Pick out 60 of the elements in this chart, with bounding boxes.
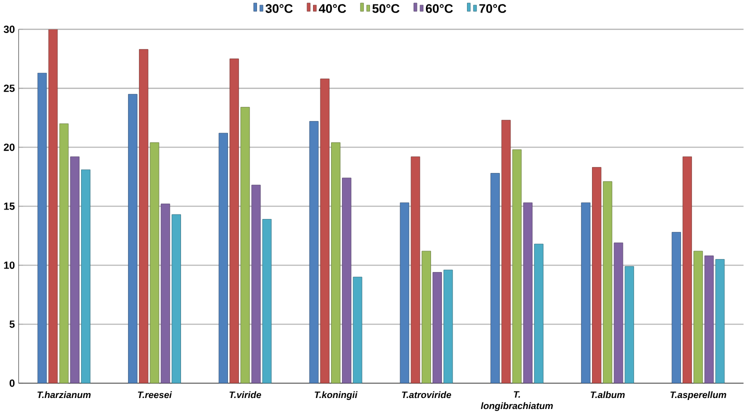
bar [70, 156, 80, 383]
bar [512, 149, 522, 383]
x-tick-label: T.viride [230, 391, 262, 398]
bar [602, 181, 612, 383]
bar [48, 29, 58, 383]
bar [534, 244, 544, 383]
legend-label: 70°C [479, 4, 506, 13]
bar [172, 214, 181, 383]
bar [139, 48, 148, 383]
bar [230, 58, 239, 383]
x-tick-label: T.asperellum [670, 391, 726, 400]
bar [410, 156, 420, 383]
y-tick-label: 25 [4, 84, 15, 92]
legend-label: 60°C [426, 4, 453, 13]
y-tick-label: 5 [10, 320, 15, 328]
bar [251, 184, 261, 383]
bar [490, 172, 500, 383]
bar [624, 266, 634, 383]
bar [432, 272, 442, 383]
x-tick-label: T.album [590, 391, 625, 398]
bar [694, 250, 703, 383]
bar [614, 242, 624, 383]
bar [160, 203, 170, 383]
y-tick-label: 15 [4, 202, 15, 210]
bar [320, 78, 330, 383]
bar [672, 232, 682, 383]
bar [150, 142, 160, 383]
bar [444, 270, 453, 383]
x-tick-label: T.koningii [314, 391, 358, 400]
bar [218, 132, 228, 383]
y-tick-label: 10 [4, 261, 15, 269]
bar [331, 142, 340, 383]
bar [715, 258, 725, 383]
x-tick-label: T.atroviride [402, 391, 452, 398]
x-tick-label: T.harzianum [38, 391, 91, 398]
bar [704, 255, 714, 383]
y-tick-label: 20 [4, 143, 15, 151]
bar [682, 156, 692, 383]
x-tick-label: T.reesei [138, 391, 172, 398]
legend-label: 30°C [266, 4, 293, 13]
bar [592, 166, 602, 383]
bar [523, 202, 532, 383]
y-tick-label: 30 [4, 25, 15, 33]
legend-label: 40°C [318, 4, 346, 13]
bar [309, 120, 319, 383]
bar [501, 120, 511, 383]
bar [352, 276, 362, 383]
bar [81, 169, 90, 383]
bar [342, 178, 352, 383]
bar [240, 106, 250, 383]
bar [59, 123, 69, 383]
bar [262, 218, 272, 383]
bar [38, 72, 47, 383]
bar [581, 202, 590, 383]
bar [422, 250, 431, 383]
bar [128, 94, 138, 383]
x-tick-label: T. longibrachiatum [480, 391, 553, 411]
y-tick-label: 0 [10, 379, 15, 387]
bar [400, 202, 410, 383]
legend-label: 50°C [372, 4, 400, 13]
